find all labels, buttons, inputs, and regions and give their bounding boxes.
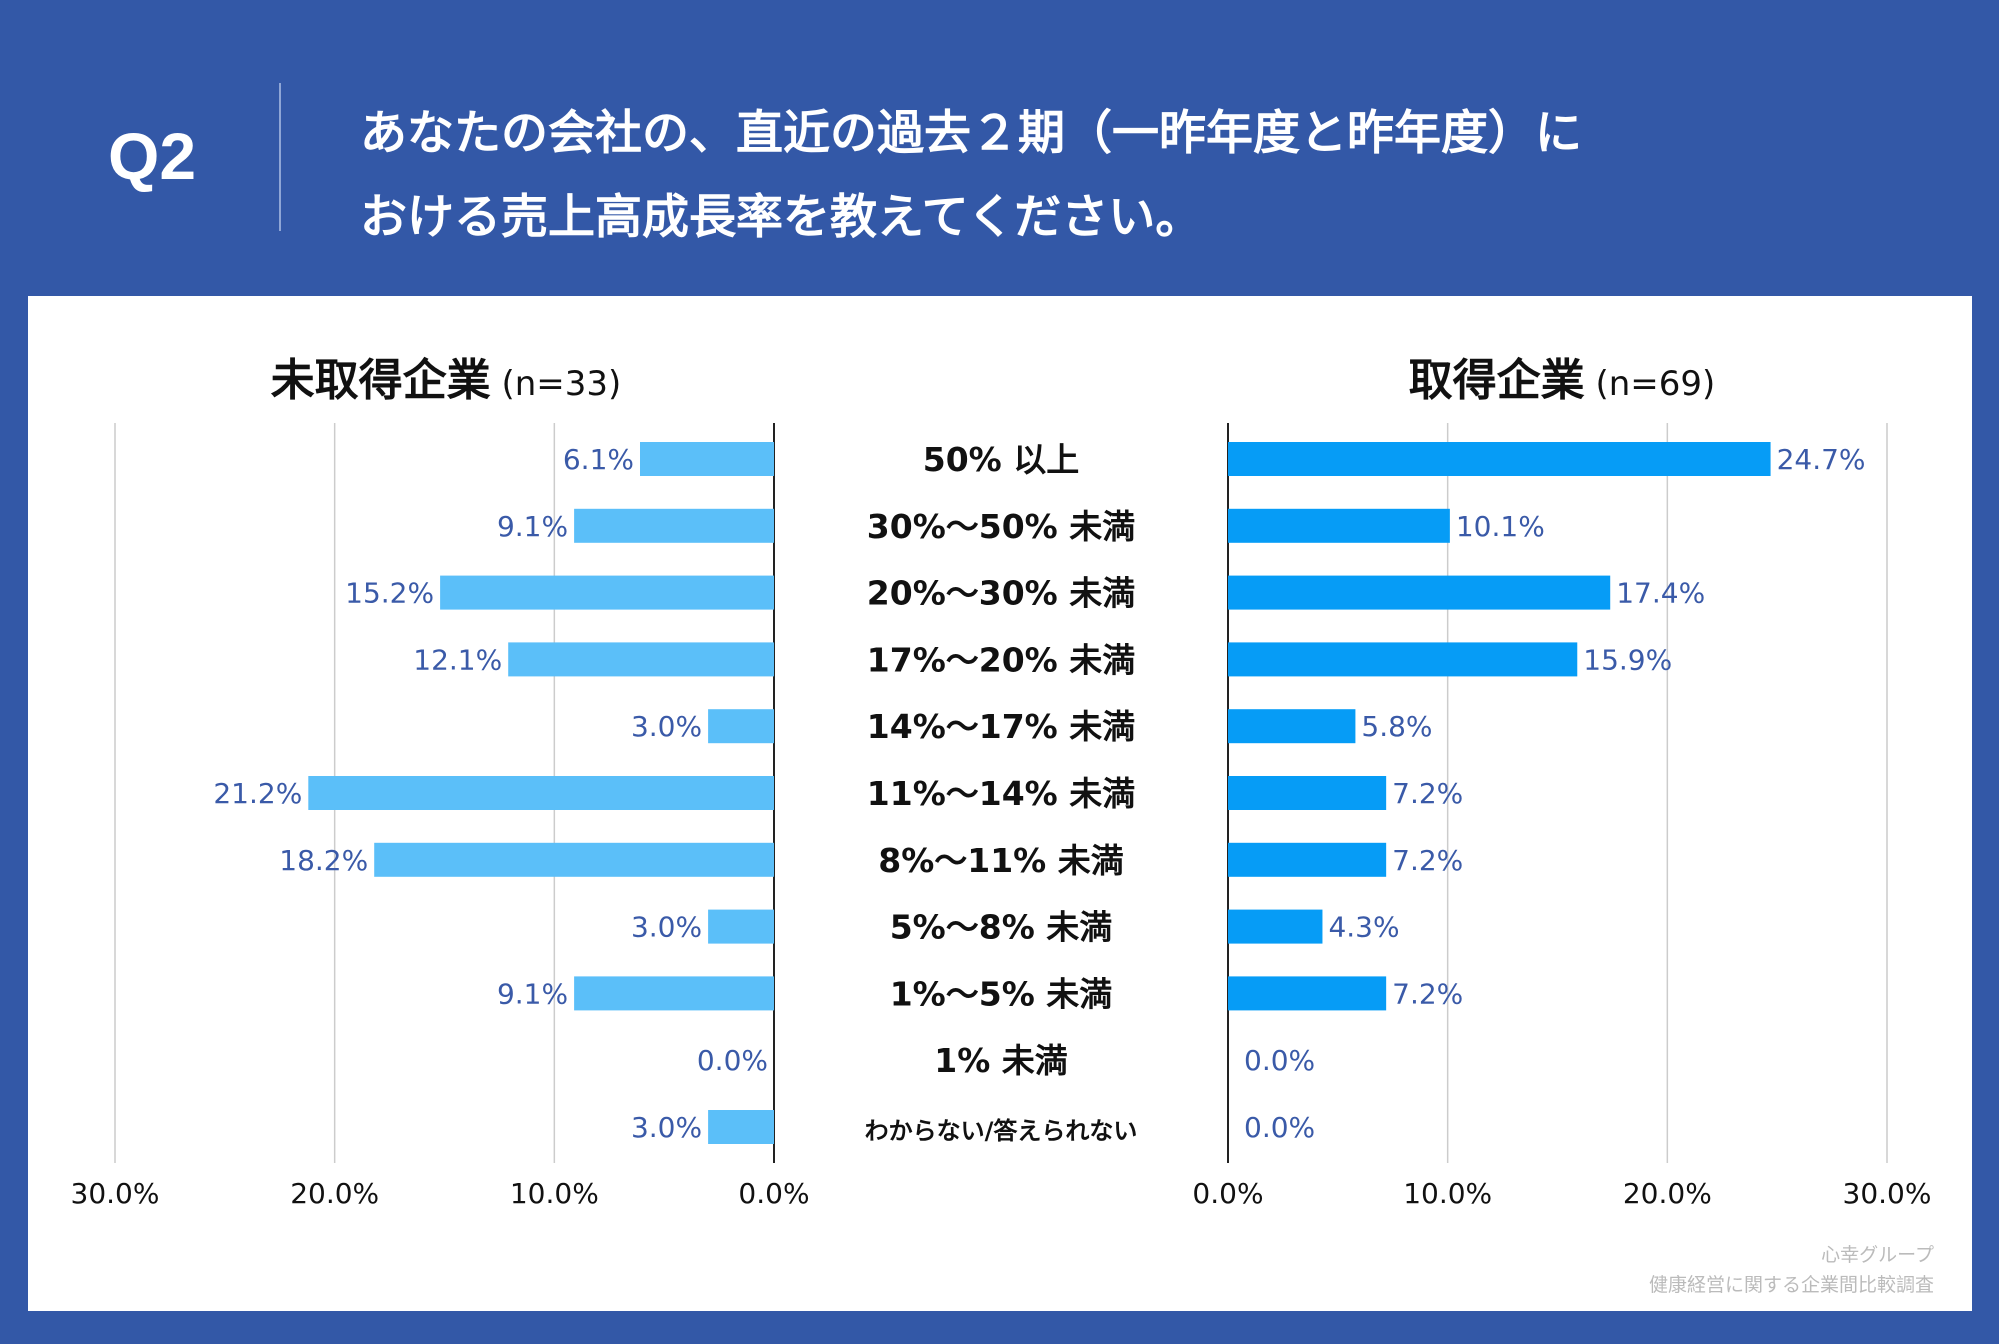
- category-label: 17%～20% 未満: [867, 640, 1135, 679]
- left-value-label: 6.1%: [563, 443, 634, 476]
- left-series-heading: 未取得企業 (n=33): [271, 355, 622, 406]
- left-bar: [308, 776, 774, 810]
- right-tick-label: 0.0%: [1192, 1177, 1263, 1210]
- right-bar: [1228, 442, 1771, 476]
- title-line-1: あなたの会社の、直近の過去２期（一昨年度と昨年度）に: [360, 106, 1582, 161]
- category-label: 11%～14% 未満: [867, 774, 1135, 813]
- right-value-label: 10.1%: [1456, 510, 1545, 543]
- left-value-label: 15.2%: [345, 577, 434, 610]
- left-value-label: 18.2%: [279, 844, 368, 877]
- left-bar: [440, 575, 774, 610]
- right-bar: [1228, 976, 1387, 1011]
- question-number: Q2: [108, 119, 197, 193]
- right-value-label: 0.0%: [1244, 1044, 1315, 1077]
- left-value-label: 0.0%: [697, 1044, 768, 1077]
- right-value-label: 5.8%: [1361, 710, 1432, 743]
- left-bar: [708, 1110, 774, 1144]
- right-bar: [1228, 709, 1356, 744]
- category-label: 50% 以上: [923, 440, 1079, 479]
- footer-source-org: 心幸グループ: [1821, 1244, 1934, 1266]
- right-bar: [1228, 776, 1387, 810]
- category-label: 8%～11% 未満: [878, 841, 1124, 880]
- right-series-heading: 取得企業 (n=69): [1409, 355, 1716, 406]
- left-value-label: 3.0%: [631, 911, 702, 944]
- right-bar: [1228, 508, 1450, 543]
- left-tick-label: 30.0%: [71, 1177, 160, 1210]
- left-bar: [574, 976, 774, 1011]
- category-label: 30%～50% 未満: [867, 507, 1135, 546]
- left-bar: [708, 709, 774, 744]
- category-label: わからない/答えられない: [865, 1117, 1138, 1145]
- left-tick-label: 20.0%: [290, 1177, 379, 1210]
- right-value-label: 15.9%: [1583, 643, 1672, 676]
- right-value-label: 0.0%: [1244, 1111, 1315, 1144]
- title-line-2: おける売上高成長率を教えてください。: [360, 190, 1203, 245]
- right-value-label: 7.2%: [1392, 844, 1463, 877]
- left-tick-label: 0.0%: [738, 1177, 809, 1210]
- category-label: 14%～17% 未満: [867, 707, 1135, 746]
- left-value-label: 3.0%: [631, 710, 702, 743]
- category-label: 20%～30% 未満: [867, 574, 1135, 613]
- left-bar: [508, 642, 774, 677]
- right-value-label: 17.4%: [1616, 577, 1705, 610]
- left-value-label: 21.2%: [213, 777, 302, 810]
- category-label: 5%～8% 未満: [890, 908, 1113, 947]
- right-bar: [1228, 842, 1387, 877]
- question-title: あなたの会社の、直近の過去２期（一昨年度と昨年度）に おける売上高成長率を教えて…: [360, 92, 1920, 260]
- left-bar: [708, 909, 774, 944]
- category-label: 1%～5% 未満: [890, 974, 1113, 1013]
- right-tick-label: 10.0%: [1403, 1177, 1492, 1210]
- left-bar: [574, 508, 774, 543]
- left-value-label: 9.1%: [497, 977, 568, 1010]
- right-value-label: 7.2%: [1392, 977, 1463, 1010]
- divider: [279, 83, 281, 231]
- right-bar: [1228, 642, 1578, 677]
- left-tick-label: 10.0%: [510, 1177, 599, 1210]
- footer-survey-name: 健康経営に関する企業間比較調査: [1648, 1274, 1934, 1296]
- left-value-label: 12.1%: [413, 643, 502, 676]
- right-tick-label: 30.0%: [1843, 1177, 1932, 1210]
- category-label: 1% 未満: [934, 1041, 1068, 1080]
- right-value-label: 4.3%: [1328, 911, 1399, 944]
- right-bar: [1228, 575, 1611, 610]
- left-value-label: 3.0%: [631, 1111, 702, 1144]
- left-bar: [640, 442, 774, 476]
- right-value-label: 24.7%: [1777, 443, 1866, 476]
- left-bar: [374, 842, 774, 877]
- right-bar: [1228, 909, 1323, 944]
- left-value-label: 9.1%: [497, 510, 568, 543]
- right-value-label: 7.2%: [1392, 777, 1463, 810]
- right-tick-label: 20.0%: [1623, 1177, 1712, 1210]
